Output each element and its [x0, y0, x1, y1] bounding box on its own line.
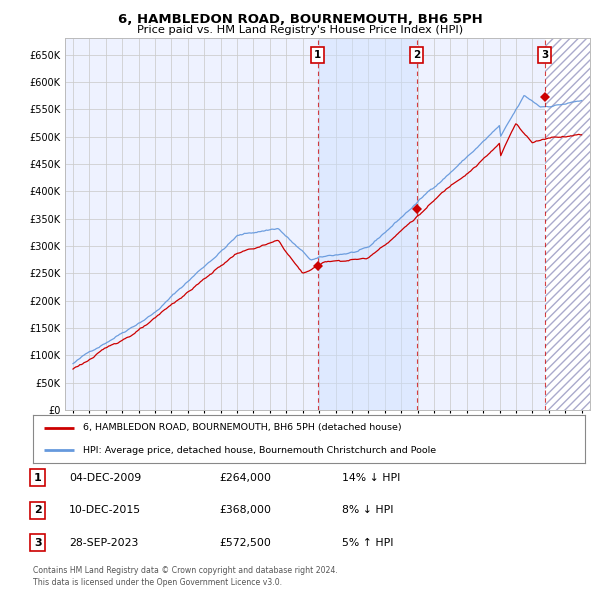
- Text: Price paid vs. HM Land Registry's House Price Index (HPI): Price paid vs. HM Land Registry's House …: [137, 25, 463, 35]
- Text: 14% ↓ HPI: 14% ↓ HPI: [342, 473, 400, 483]
- Text: 1: 1: [314, 50, 322, 60]
- Text: Contains HM Land Registry data © Crown copyright and database right 2024.
This d: Contains HM Land Registry data © Crown c…: [33, 566, 338, 587]
- Text: 10-DEC-2015: 10-DEC-2015: [69, 506, 141, 515]
- Text: 3: 3: [541, 50, 548, 60]
- Text: 3: 3: [34, 538, 41, 548]
- Text: 8% ↓ HPI: 8% ↓ HPI: [342, 506, 394, 515]
- Text: 04-DEC-2009: 04-DEC-2009: [69, 473, 141, 483]
- Text: £264,000: £264,000: [219, 473, 271, 483]
- Text: 6, HAMBLEDON ROAD, BOURNEMOUTH, BH6 5PH (detached house): 6, HAMBLEDON ROAD, BOURNEMOUTH, BH6 5PH …: [83, 424, 401, 432]
- Text: 2: 2: [34, 506, 41, 515]
- Bar: [318, 38, 416, 410]
- Text: 5% ↑ HPI: 5% ↑ HPI: [342, 538, 394, 548]
- Bar: [545, 38, 590, 410]
- Text: 1: 1: [34, 473, 41, 483]
- Text: 6, HAMBLEDON ROAD, BOURNEMOUTH, BH6 5PH: 6, HAMBLEDON ROAD, BOURNEMOUTH, BH6 5PH: [118, 13, 482, 26]
- Text: £368,000: £368,000: [219, 506, 271, 515]
- Text: £572,500: £572,500: [219, 538, 271, 548]
- Bar: [545, 38, 590, 410]
- Text: HPI: Average price, detached house, Bournemouth Christchurch and Poole: HPI: Average price, detached house, Bour…: [83, 445, 436, 454]
- Text: 28-SEP-2023: 28-SEP-2023: [69, 538, 139, 548]
- Text: 2: 2: [413, 50, 420, 60]
